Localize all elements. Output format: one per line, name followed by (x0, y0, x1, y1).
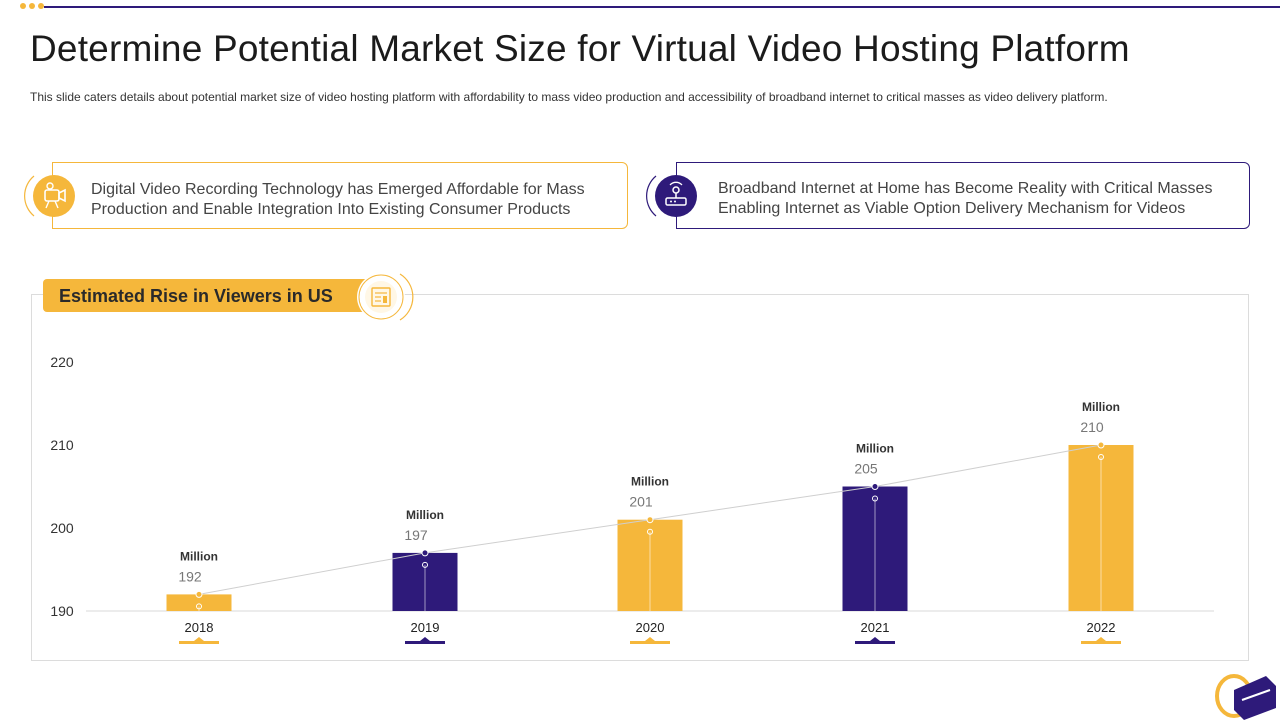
router-icon (646, 168, 702, 224)
bar-inner-dot (647, 528, 653, 535)
chart-frame (31, 294, 1249, 661)
x-tick-marker (855, 641, 895, 644)
x-tick-pointer (194, 637, 204, 641)
video-camera-icon (24, 168, 80, 224)
y-tick-label: 220 (50, 354, 74, 370)
y-tick-label: 210 (50, 437, 74, 453)
x-tick-label: 2021 (861, 620, 890, 635)
bar-2018 (166, 594, 232, 611)
x-tick-pointer (420, 637, 430, 641)
card-text-line1: Digital Video Recording Technology has E… (91, 181, 585, 198)
top-rule (44, 6, 1280, 8)
data-value-label: 210 (1080, 419, 1104, 435)
trend-point (195, 590, 203, 598)
x-tick-pointer (1096, 637, 1106, 641)
bar-inner-dot (1098, 454, 1104, 460)
y-tick-label: 200 (50, 520, 74, 536)
x-tick-pointer (870, 637, 880, 641)
brand-logo-icon (1212, 670, 1278, 720)
trend-point (1097, 441, 1105, 449)
y-tick-label: 190 (50, 603, 74, 619)
x-tick-marker (1081, 641, 1121, 644)
x-tick-label: 2020 (636, 620, 665, 635)
data-unit-label: Million (406, 508, 444, 522)
x-tick-marker (630, 641, 670, 644)
x-tick-pointer (645, 637, 655, 641)
data-value-label: 205 (854, 461, 878, 477)
page-subtitle: This slide caters details about potentia… (30, 90, 1108, 104)
bar-inner-dot (872, 495, 878, 502)
slide-dots (20, 3, 44, 9)
data-unit-label: Million (1082, 400, 1120, 414)
trend-point (421, 549, 429, 557)
bar-inner-dot (422, 561, 428, 568)
x-tick-marker (405, 641, 445, 644)
data-value-label: 192 (178, 568, 202, 584)
card-text-line2: Enabling Internet as Viable Option Deliv… (718, 200, 1186, 217)
trend-point (871, 483, 879, 490)
chart-title: Estimated Rise in Viewers in US (59, 286, 333, 306)
data-value-label: 197 (404, 527, 428, 543)
data-unit-label: Million (180, 549, 218, 563)
x-tick-label: 2019 (411, 620, 440, 635)
report-icon (352, 266, 414, 328)
card-text-line2: Production and Enable Integration Into E… (91, 201, 571, 218)
x-tick-label: 2018 (185, 620, 214, 635)
data-unit-label: Million (631, 475, 669, 489)
trend-point (646, 516, 654, 524)
info-card-recording: Digital Video Recording Technology has E… (52, 162, 628, 229)
chart-banner (43, 279, 383, 312)
card-text-line1: Broadband Internet at Home has Become Re… (718, 180, 1213, 197)
data-unit-label: Million (856, 442, 894, 456)
x-tick-label: 2022 (1087, 620, 1116, 635)
info-card-broadband: Broadband Internet at Home has Become Re… (676, 162, 1250, 229)
page-title: Determine Potential Market Size for Virt… (30, 28, 1130, 69)
x-tick-marker (179, 641, 219, 644)
bar-inner-dot (196, 603, 202, 610)
data-value-label: 201 (629, 494, 653, 510)
